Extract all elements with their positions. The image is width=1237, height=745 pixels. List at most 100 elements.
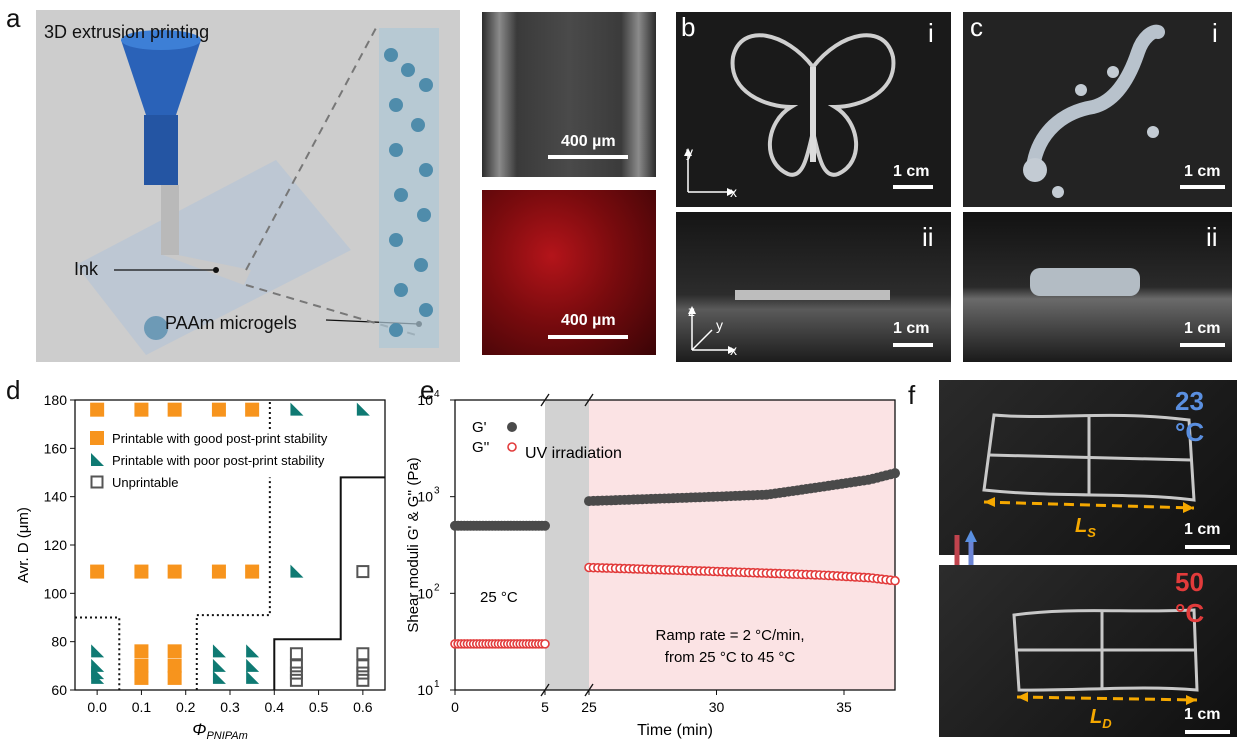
ramp-annotation-1: Ramp rate = 2 °C/min, — [656, 627, 805, 644]
legend-label: G' — [472, 419, 487, 436]
phase-boundary-solid — [273, 476, 385, 690]
data-point — [890, 575, 900, 586]
y-tick-exponent: 3 — [434, 486, 440, 497]
axes-xy-icon — [684, 148, 735, 196]
legend-label: G'' — [472, 439, 490, 456]
x-axis-label: ΦPNIPAm — [192, 720, 248, 742]
data-point — [167, 658, 182, 673]
data-point — [356, 673, 370, 687]
panel-e-label: e — [420, 375, 435, 405]
panel-c-roman-i: i — [1212, 18, 1218, 48]
x-axis-label: Time (min) — [637, 722, 713, 739]
data-point — [91, 644, 105, 658]
data-point — [246, 658, 260, 672]
scale-bar-label: 1 cm — [1184, 706, 1221, 723]
data-point — [212, 670, 226, 684]
panel-b-label: b — [681, 12, 696, 42]
microgel-label: PAAm microgels — [165, 313, 297, 333]
y-tick-label: 100 — [44, 585, 68, 601]
scale-bar-label: 1 cm — [893, 320, 930, 337]
data-point — [167, 670, 182, 685]
data-point — [134, 564, 149, 579]
ramp-annotation-2: from 25 °C to 45 °C — [665, 649, 796, 666]
micrograph-brightfield — [482, 12, 656, 177]
data-point — [356, 565, 370, 579]
butterfly-side-view — [735, 290, 890, 300]
temp-23: 23 °C — [1175, 386, 1205, 447]
data-point — [356, 666, 370, 680]
panel-c-label: c — [970, 12, 983, 42]
x-tick-label: 30 — [709, 699, 725, 715]
panel-b-roman-ii: ii — [922, 222, 934, 252]
data-point — [540, 520, 550, 531]
data-point — [356, 402, 370, 416]
uv-annotation: UV irradiation — [525, 445, 622, 462]
legend-marker — [507, 442, 517, 452]
printing-illustration — [76, 27, 439, 355]
axis-x-label: x — [730, 184, 737, 200]
scale-bar — [1180, 185, 1225, 189]
x-tick-label: 0.0 — [87, 699, 107, 715]
scale-bar — [893, 343, 933, 347]
axis-z-label: z — [688, 303, 695, 319]
scale-bar — [548, 335, 628, 339]
scale-bar — [893, 185, 933, 189]
x-tick-label: 0.2 — [176, 699, 196, 715]
x-tick-label: 0.4 — [265, 699, 285, 715]
gecko-print — [1023, 24, 1165, 198]
data-point — [91, 658, 105, 672]
y-tick-label: 180 — [44, 392, 68, 408]
scale-bar-label: 1 cm — [1184, 163, 1221, 180]
y-tick-label: 10 — [417, 392, 433, 408]
data-point — [245, 402, 260, 417]
data-point — [167, 402, 182, 417]
scale-bar — [1180, 343, 1225, 347]
chart-d: 0.0 0.1 0.2 0.3 0.4 0.5 0.6 60 80 100 120 140 160 180… — [15, 392, 386, 742]
scale-bar — [1185, 730, 1230, 734]
y-axis-label: Shear moduli G' & G'' (Pa) — [405, 457, 422, 632]
y-axis-label: Avr. D (μm) — [15, 507, 32, 583]
legend-marker — [91, 453, 104, 466]
data-point — [212, 658, 226, 672]
legend-marker — [90, 475, 104, 489]
scale-bar — [1185, 545, 1230, 549]
legend-label: Printable with poor post-print stability — [112, 453, 325, 468]
y-tick-label: 140 — [44, 489, 68, 505]
axis-break — [540, 393, 550, 407]
data-point — [134, 670, 149, 685]
scale-bar-label: 1 cm — [1184, 320, 1221, 337]
data-point — [211, 402, 226, 417]
y-tick-label: 10 — [417, 585, 433, 601]
x-tick-label: 35 — [836, 699, 852, 715]
data-point — [246, 644, 260, 658]
y-tick-exponent: 2 — [434, 582, 440, 593]
uv-band — [545, 400, 589, 690]
data-point — [540, 639, 550, 649]
axis-x2-label: x — [730, 342, 737, 358]
legend-marker — [507, 422, 517, 432]
y-tick-label: 120 — [44, 537, 68, 553]
data-point — [211, 564, 226, 579]
x-tick-label: 0.1 — [132, 699, 152, 715]
lattice-print-heated — [1012, 608, 1199, 705]
length-ls-label: LS — [1075, 515, 1096, 540]
data-point — [134, 402, 149, 417]
axis-y-label: y — [686, 144, 693, 160]
y-tick-exponent: 4 — [434, 389, 440, 400]
data-point — [290, 564, 304, 578]
x-tick-label: 5 — [541, 699, 549, 715]
legend-label: Printable with good post-print stability — [112, 431, 328, 446]
scale-bar-label: 400 µm — [561, 312, 616, 329]
scale-bar-label: 1 cm — [893, 163, 930, 180]
y-tick-label: 10 — [417, 489, 433, 505]
y-tick-label: 60 — [51, 682, 67, 698]
legend-label: Unprintable — [112, 475, 179, 490]
panel-c-roman-ii: ii — [1206, 222, 1218, 252]
scale-bar-label: 1 cm — [1184, 521, 1221, 538]
length-ld-label: LD — [1090, 706, 1112, 731]
data-point — [167, 564, 182, 579]
x-tick-label: 25 — [581, 699, 597, 715]
micrograph-fluorescence — [482, 190, 656, 355]
scale-bar-label: 400 µm — [561, 133, 616, 150]
